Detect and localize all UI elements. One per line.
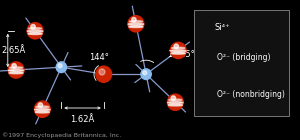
Circle shape <box>167 94 183 110</box>
Circle shape <box>199 52 206 59</box>
Circle shape <box>170 42 186 59</box>
Text: O²⁻ (bridging): O²⁻ (bridging) <box>217 53 270 62</box>
Ellipse shape <box>28 28 42 29</box>
Ellipse shape <box>129 21 142 22</box>
Ellipse shape <box>171 52 185 54</box>
Circle shape <box>38 103 43 107</box>
Circle shape <box>31 24 35 29</box>
Ellipse shape <box>34 109 50 110</box>
Circle shape <box>141 69 151 80</box>
Ellipse shape <box>9 67 23 69</box>
Ellipse shape <box>9 72 23 74</box>
Circle shape <box>58 64 62 68</box>
Circle shape <box>143 71 147 75</box>
Text: 144°: 144° <box>89 53 109 62</box>
Ellipse shape <box>170 50 186 52</box>
Ellipse shape <box>168 104 182 106</box>
Ellipse shape <box>169 99 182 101</box>
Ellipse shape <box>27 30 43 32</box>
Circle shape <box>195 49 213 67</box>
Ellipse shape <box>196 91 211 93</box>
Text: 1.62Å: 1.62Å <box>70 115 95 124</box>
Text: 2.65Å: 2.65Å <box>1 46 25 55</box>
Circle shape <box>8 62 24 78</box>
Text: Si⁴⁺: Si⁴⁺ <box>215 23 230 32</box>
Ellipse shape <box>28 33 42 35</box>
Circle shape <box>195 86 213 104</box>
Text: ©1997 Encyclopaedia Britannica, Inc.: ©1997 Encyclopaedia Britannica, Inc. <box>2 132 121 138</box>
Circle shape <box>12 64 16 68</box>
Circle shape <box>171 96 175 100</box>
Circle shape <box>27 23 43 39</box>
Ellipse shape <box>129 26 143 28</box>
Circle shape <box>128 16 144 32</box>
Ellipse shape <box>36 106 49 108</box>
Circle shape <box>56 62 67 73</box>
Ellipse shape <box>35 111 50 113</box>
Text: 109.5°: 109.5° <box>167 50 195 59</box>
Circle shape <box>96 66 112 82</box>
Circle shape <box>200 23 205 29</box>
Ellipse shape <box>8 70 24 71</box>
Circle shape <box>200 88 204 93</box>
Ellipse shape <box>167 102 183 103</box>
FancyBboxPatch shape <box>194 10 289 116</box>
Ellipse shape <box>172 47 185 49</box>
Ellipse shape <box>196 97 212 99</box>
Circle shape <box>197 21 211 35</box>
Circle shape <box>132 18 136 22</box>
Ellipse shape <box>128 23 144 25</box>
Circle shape <box>34 101 50 117</box>
Circle shape <box>99 69 105 75</box>
Text: O²⁻ (nonbridging): O²⁻ (nonbridging) <box>217 90 285 99</box>
Circle shape <box>174 44 178 49</box>
Ellipse shape <box>195 94 213 96</box>
